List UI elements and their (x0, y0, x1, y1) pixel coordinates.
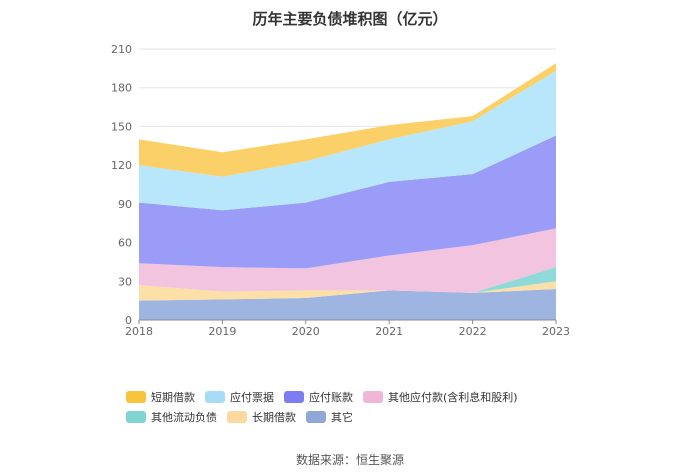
legend-label: 应付账款 (309, 391, 353, 404)
y-tick-label: 120 (111, 159, 132, 172)
x-tick-label: 2021 (375, 325, 403, 338)
area-短期借款 (139, 63, 556, 177)
area-其他应付款(含利息和股利) (139, 228, 556, 293)
x-tick-label: 2023 (542, 325, 570, 338)
area-长期借款 (139, 281, 556, 301)
area-应付账款 (139, 135, 556, 269)
legend-label: 其他应付款(含利息和股利) (388, 391, 518, 404)
legend-item-other[interactable]: 其它 (306, 410, 353, 424)
y-tick-label: 210 (111, 43, 132, 56)
y-tick-label: 0 (125, 314, 132, 327)
legend-label: 短期借款 (151, 391, 195, 404)
y-tick-label: 180 (111, 82, 132, 95)
area-应付票据 (139, 70, 556, 211)
legend-swatch (126, 391, 146, 403)
legend-item-other-payables[interactable]: 其他应付款(含利息和股利) (363, 390, 518, 404)
x-tick-label: 2018 (125, 325, 153, 338)
y-tick-label: 30 (118, 275, 132, 288)
y-tick-label: 150 (111, 120, 132, 133)
legend: 短期借款 应付票据 应付账款 其他应付款(含利息和股利) 其他流动负债 长期借款… (126, 390, 596, 424)
legend-label: 其它 (331, 411, 353, 424)
source-note: 数据来源：恒生聚源 (295, 453, 404, 467)
legend-label: 应付票据 (230, 391, 274, 404)
legend-swatch (284, 391, 304, 403)
legend-swatch (306, 411, 326, 423)
legend-item-other-current-liabilities[interactable]: 其他流动负债 (126, 410, 217, 424)
legend-item-notes-payable[interactable]: 应付票据 (205, 390, 274, 404)
legend-swatch (363, 391, 383, 403)
chart-title: 历年主要负债堆积图（亿元） (252, 10, 448, 28)
legend-item-short-term-loans[interactable]: 短期借款 (126, 390, 195, 404)
legend-swatch (227, 411, 247, 423)
y-tick-label: 90 (118, 198, 132, 211)
area-series (139, 63, 556, 320)
legend-label: 长期借款 (252, 411, 296, 424)
legend-item-long-term-loans[interactable]: 长期借款 (227, 410, 296, 424)
legend-swatch (126, 411, 146, 423)
x-tick-label: 2020 (292, 325, 320, 338)
x-tick-label: 2022 (459, 325, 487, 338)
y-tick-label: 60 (118, 237, 132, 250)
axes: 0 30 60 90 120 150 180 210 2018 2019 2020 2021 2022 2… (111, 43, 570, 338)
area-其它 (139, 289, 556, 320)
legend-item-accounts-payable[interactable]: 应付账款 (284, 390, 353, 404)
legend-swatch (205, 391, 225, 403)
x-tick-label: 2019 (208, 325, 236, 338)
legend-label: 其他流动负债 (151, 411, 217, 424)
